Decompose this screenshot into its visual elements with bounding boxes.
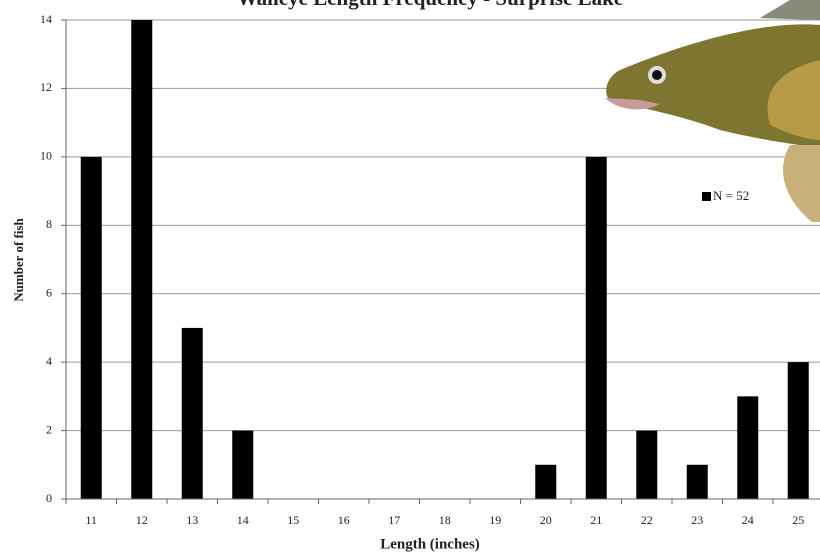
y-tick-label: 8 [46, 217, 52, 231]
x-tick-label: 22 [641, 513, 653, 527]
x-tick-label: 14 [237, 513, 249, 527]
y-tick-label: 14 [40, 12, 52, 26]
legend-label: N = 52 [713, 188, 749, 203]
x-tick-label: 23 [691, 513, 703, 527]
y-tick-label: 0 [46, 491, 52, 505]
x-tick-label: 20 [540, 513, 552, 527]
bar [787, 362, 809, 499]
x-tick-label: 18 [439, 513, 451, 527]
x-tick-label: 21 [590, 513, 602, 527]
bar [80, 156, 102, 499]
x-tick-label: 25 [792, 513, 804, 527]
fish-illustration [605, 0, 820, 222]
x-tick-label: 11 [85, 513, 97, 527]
bar [535, 464, 557, 499]
x-tick-label: 19 [489, 513, 501, 527]
y-axis-label: Number of fish [11, 217, 26, 301]
x-tick-label: 16 [338, 513, 350, 527]
x-tick-label: 12 [136, 513, 148, 527]
y-tick-label: 4 [46, 354, 52, 368]
legend-swatch [702, 192, 711, 201]
bar [636, 430, 658, 499]
x-tick-label: 24 [742, 513, 754, 527]
bar [131, 20, 153, 499]
x-tick-label: 15 [287, 513, 299, 527]
bar [585, 156, 607, 499]
bar [232, 430, 254, 499]
x-tick-label: 17 [388, 513, 400, 527]
x-tick-label: 13 [186, 513, 198, 527]
y-tick-label: 10 [40, 149, 52, 163]
y-tick-label: 6 [46, 285, 52, 299]
y-tick-label: 12 [40, 80, 52, 94]
bar [737, 396, 759, 499]
chart-title: Walleye Length Frequency - Surprise Lake [237, 0, 623, 10]
x-axis-label: Length (inches) [380, 536, 480, 552]
y-tick-label: 2 [46, 422, 52, 436]
bar [181, 327, 203, 499]
bar [686, 464, 708, 499]
